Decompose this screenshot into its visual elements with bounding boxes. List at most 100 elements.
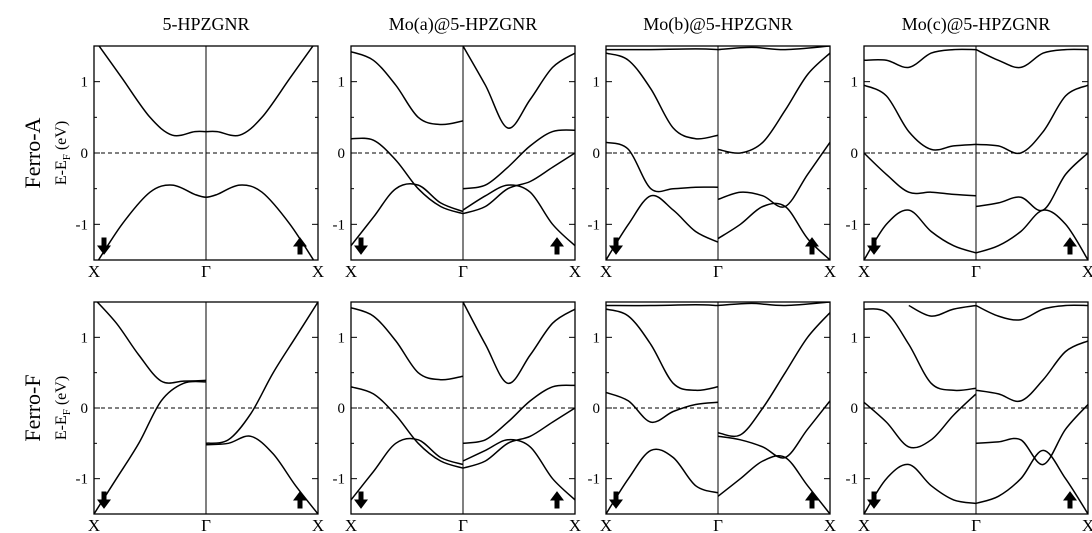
band-panel: -1 0 1 X Γ X — [588, 45, 836, 281]
band-line — [606, 448, 719, 514]
spin-up-arrow-icon — [1063, 237, 1077, 255]
bands-group — [94, 302, 318, 514]
y-tick-label: 0 — [593, 146, 601, 162]
y-tick-label: -1 — [333, 217, 346, 233]
spin-up-arrow-icon — [805, 491, 819, 509]
y-axis-label-top: E-EF (eV) — [53, 121, 73, 185]
band-line — [462, 46, 575, 129]
bands-group — [864, 304, 1088, 514]
band-line — [606, 141, 719, 193]
band-line — [864, 308, 977, 392]
x-tick-label: X — [569, 516, 581, 533]
y-tick-label: 0 — [81, 401, 89, 417]
x-tick-label: X — [824, 516, 836, 533]
y-axis-label-bottom: E-EF (eV) — [53, 376, 73, 440]
y-axis-label-unit: (eV) — [53, 121, 70, 154]
y-tick-label: -1 — [846, 472, 859, 488]
band-line — [606, 48, 719, 51]
y-axis-label-subscript: F — [61, 154, 73, 160]
band-line — [462, 152, 575, 215]
band-line — [717, 46, 830, 51]
band-line — [462, 384, 575, 445]
x-tick-label: X — [569, 262, 581, 281]
band-line — [975, 48, 1088, 69]
band-line — [975, 340, 1088, 403]
band-line — [351, 137, 464, 215]
y-tick-label: 0 — [851, 146, 859, 162]
band-panel: -1 0 1 X Γ X — [333, 45, 581, 281]
row-label-ferro-f: Ferro-F — [20, 374, 45, 441]
x-tick-label: X — [88, 516, 100, 533]
x-tick-label: Γ — [201, 262, 211, 281]
y-tick-label: 1 — [81, 75, 89, 91]
panels-layer: -1 0 1 X Γ X -1 0 1 X Γ X -1 0 1 X Γ X -1 0 1 X Γ X -1 0 1 X Γ X -1 0 1 X… — [76, 45, 1092, 533]
band-line — [97, 184, 315, 260]
x-tick-label: X — [345, 262, 357, 281]
x-tick-label: X — [312, 262, 324, 281]
band-line — [864, 152, 977, 197]
y-tick-label: 1 — [851, 75, 859, 91]
bands-group — [606, 302, 830, 514]
x-tick-label: X — [1082, 516, 1092, 533]
band-panel: -1 0 1 X Γ X — [333, 301, 581, 533]
y-axis-label-text: E-E — [53, 160, 70, 185]
band-line — [975, 209, 1088, 260]
x-tick-label: X — [824, 262, 836, 281]
panel-title-2: Mo(a)@5-HPZGNR — [389, 14, 538, 35]
y-axis-label-text: E-E — [53, 415, 70, 440]
row-label-ferro-a: Ferro-A — [20, 117, 45, 188]
band-line — [717, 302, 830, 307]
y-tick-label: -1 — [588, 217, 601, 233]
spin-down-arrow-icon — [609, 491, 623, 509]
band-panel: -1 0 1 X Γ X — [76, 301, 324, 533]
x-tick-label: Γ — [458, 516, 468, 533]
band-line — [864, 48, 977, 69]
y-tick-label: -1 — [588, 472, 601, 488]
band-line — [908, 304, 977, 317]
band-line — [606, 308, 719, 392]
band-line — [462, 407, 575, 469]
band-line — [864, 84, 977, 151]
y-tick-label: 1 — [338, 75, 346, 91]
x-tick-label: Γ — [201, 516, 211, 533]
bands-group — [351, 46, 575, 247]
x-tick-label: X — [600, 516, 612, 533]
y-tick-label: 1 — [338, 330, 346, 346]
band-panel: -1 0 1 X Γ X — [588, 301, 836, 533]
panel-title-4: Mo(c)@5-HPZGNR — [902, 14, 1051, 35]
band-line — [351, 437, 464, 501]
spin-up-arrow-icon — [1063, 491, 1077, 509]
band-line — [205, 302, 318, 445]
band-line — [717, 312, 830, 438]
band-panel: -1 0 1 X Γ X — [846, 45, 1092, 281]
x-tick-label: Γ — [971, 262, 981, 281]
band-line — [975, 449, 1088, 514]
x-tick-label: X — [600, 262, 612, 281]
spin-down-arrow-icon — [609, 237, 623, 255]
y-tick-label: 1 — [593, 75, 601, 91]
x-tick-label: X — [345, 516, 357, 533]
x-tick-label: X — [312, 516, 324, 533]
y-tick-label: 0 — [851, 401, 859, 417]
band-panel: -1 0 1 X Γ X — [846, 301, 1092, 533]
x-tick-label: Γ — [713, 262, 723, 281]
band-line — [975, 304, 1088, 321]
bands-group — [351, 302, 575, 501]
band-line — [351, 50, 464, 126]
band-line — [98, 46, 314, 137]
spin-down-arrow-icon — [867, 491, 881, 509]
y-tick-label: 0 — [593, 401, 601, 417]
band-line — [96, 302, 207, 384]
spin-up-arrow-icon — [293, 491, 307, 509]
band-line — [351, 386, 464, 469]
y-tick-label: -1 — [333, 472, 346, 488]
band-line — [975, 152, 1088, 212]
band-line — [717, 141, 830, 208]
y-tick-label: 0 — [338, 401, 346, 417]
x-tick-label: X — [1082, 262, 1092, 281]
spin-up-arrow-icon — [293, 237, 307, 255]
y-tick-label: -1 — [76, 217, 89, 233]
x-tick-label: Γ — [713, 516, 723, 533]
spin-up-arrow-icon — [805, 237, 819, 255]
